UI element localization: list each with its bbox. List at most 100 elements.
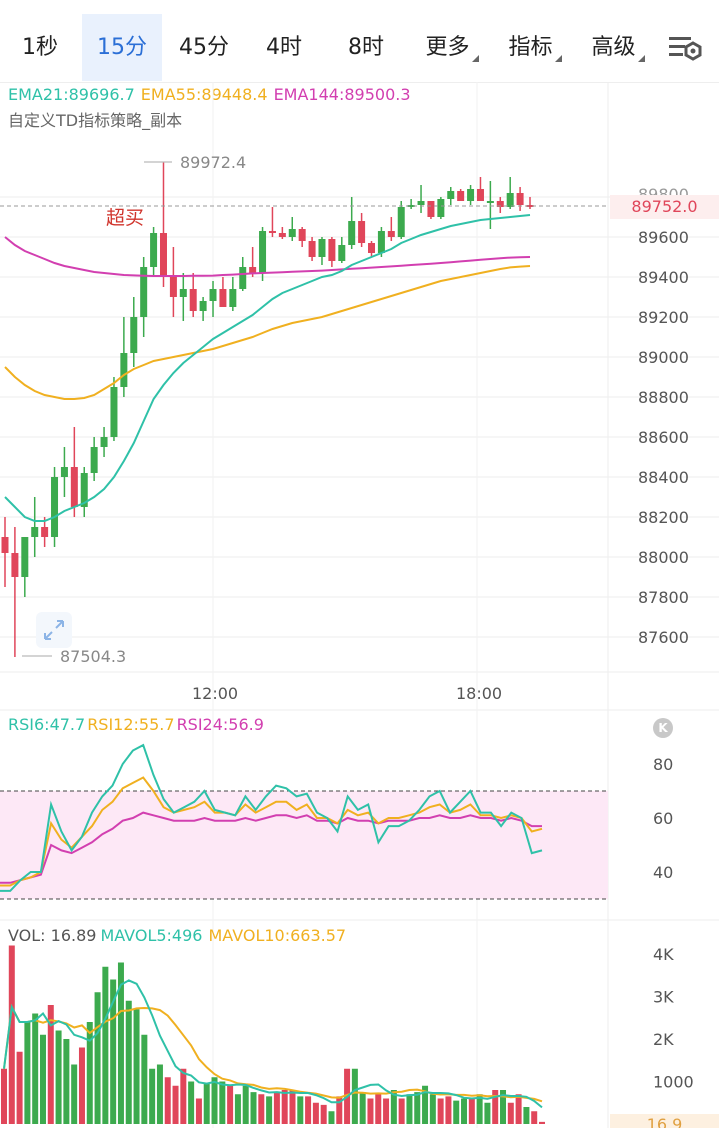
candle-body — [278, 233, 286, 237]
volume-bar — [211, 1077, 218, 1124]
volume-bar — [375, 1094, 382, 1124]
candle — [70, 427, 78, 517]
tab-3[interactable]: 4时 — [248, 14, 320, 81]
volume-bar — [133, 1009, 140, 1124]
volume-bar — [172, 1085, 179, 1124]
price-axis-label: 88400 — [638, 468, 689, 487]
volume-bar — [71, 1064, 78, 1124]
volume-bar — [188, 1081, 195, 1124]
volume-axis-label: 4K — [653, 945, 674, 964]
volume-bar — [156, 1064, 163, 1124]
candle-body — [169, 277, 177, 297]
candle — [437, 197, 445, 219]
ema-legend: EMA21:89696.7 EMA55:89448.4 EMA144:89500.3 — [8, 85, 417, 104]
rsi-axis-label: 80 — [653, 755, 673, 774]
candle — [298, 227, 306, 247]
ema144-line — [4, 236, 531, 277]
candle-body — [368, 243, 376, 253]
volume-bar — [367, 1098, 374, 1124]
expand-icon[interactable] — [36, 612, 72, 648]
volume-bar — [515, 1094, 522, 1124]
candle — [199, 297, 207, 321]
candle — [476, 177, 484, 201]
candle-body — [377, 231, 385, 253]
tab-7[interactable]: 高级 — [578, 14, 658, 81]
candle-body — [130, 317, 138, 353]
candle-body — [229, 289, 237, 307]
volume-bar — [102, 966, 109, 1124]
volume-bar — [476, 1094, 483, 1124]
volume-bar — [492, 1090, 499, 1124]
candle-body — [338, 245, 346, 261]
candle — [407, 199, 415, 209]
volume-bar — [55, 1030, 62, 1124]
volume-bar — [24, 1022, 31, 1124]
volume-bar — [281, 1090, 288, 1124]
candle — [150, 227, 158, 277]
tab-2[interactable]: 45分 — [165, 14, 243, 81]
candle — [486, 181, 494, 229]
volume-bar — [32, 1013, 39, 1124]
low-price-label: 87504.3 — [60, 647, 126, 666]
tab-6[interactable]: 指标 — [495, 14, 575, 81]
volume-bar — [320, 1104, 327, 1124]
candle-body — [298, 229, 306, 241]
volume-legend: VOL: 16.89 MAVOL5:496 MAVOL10:663.57 — [8, 926, 352, 945]
volume-bar — [227, 1085, 234, 1124]
rsi-axis-label: 40 — [653, 863, 673, 882]
volume-bar — [273, 1092, 280, 1124]
candle — [368, 241, 376, 257]
candle-body — [90, 447, 98, 473]
candle — [110, 377, 118, 441]
volume-bar — [250, 1092, 257, 1124]
candle-body — [100, 437, 108, 447]
volume-bar — [242, 1085, 249, 1124]
tab-label: 15分 — [97, 35, 147, 60]
tab-4[interactable]: 8时 — [330, 14, 402, 81]
volume-bar — [398, 1098, 405, 1124]
tab-label: 1秒 — [22, 35, 58, 60]
tab-5[interactable]: 更多 — [412, 14, 492, 81]
price-axis-label: 89400 — [638, 268, 689, 287]
interval-tab-bar: 1秒 15分 45分 4时 8时 更多 指标 高级 — [0, 0, 719, 83]
volume-bar — [39, 1034, 46, 1124]
candle — [447, 187, 455, 205]
candle — [467, 185, 475, 205]
candle-body — [467, 189, 475, 201]
candle-body — [516, 193, 524, 205]
candle-body — [308, 241, 316, 257]
tab-1[interactable]: 15分 — [82, 14, 162, 81]
candle — [516, 187, 524, 211]
candle — [268, 207, 276, 237]
candle-body — [288, 229, 296, 237]
candle — [348, 197, 356, 249]
candle — [179, 273, 187, 321]
tab-label: 45分 — [179, 35, 229, 60]
ema21-line — [4, 214, 531, 522]
volume-bar — [195, 1098, 202, 1124]
candle — [249, 247, 257, 277]
k-badge-icon[interactable]: K — [653, 718, 673, 738]
volume-bar — [180, 1068, 187, 1124]
volume-bar — [8, 945, 15, 1124]
volume-bar — [78, 1047, 85, 1124]
chart-settings-icon[interactable] — [667, 34, 703, 64]
candle — [60, 447, 68, 497]
candle — [189, 273, 197, 317]
volume-bar — [289, 1090, 296, 1124]
candle — [496, 197, 504, 213]
volume-bar — [297, 1096, 304, 1124]
candle-body — [249, 267, 257, 273]
ema55-label: EMA55:89448.4 — [140, 85, 268, 104]
tab-0[interactable]: 1秒 — [6, 14, 74, 81]
rsi-legend: RSI6:47.7 RSI12:55.7 RSI24:56.9 — [8, 715, 270, 734]
candle-body — [41, 527, 49, 537]
candle-body — [150, 233, 158, 267]
candle-body — [328, 239, 336, 261]
candle-body — [447, 191, 455, 199]
volume-bar — [219, 1081, 226, 1124]
candle-body — [159, 233, 167, 277]
ema21-label: EMA21:89696.7 — [8, 85, 135, 104]
candle-body — [457, 191, 465, 201]
